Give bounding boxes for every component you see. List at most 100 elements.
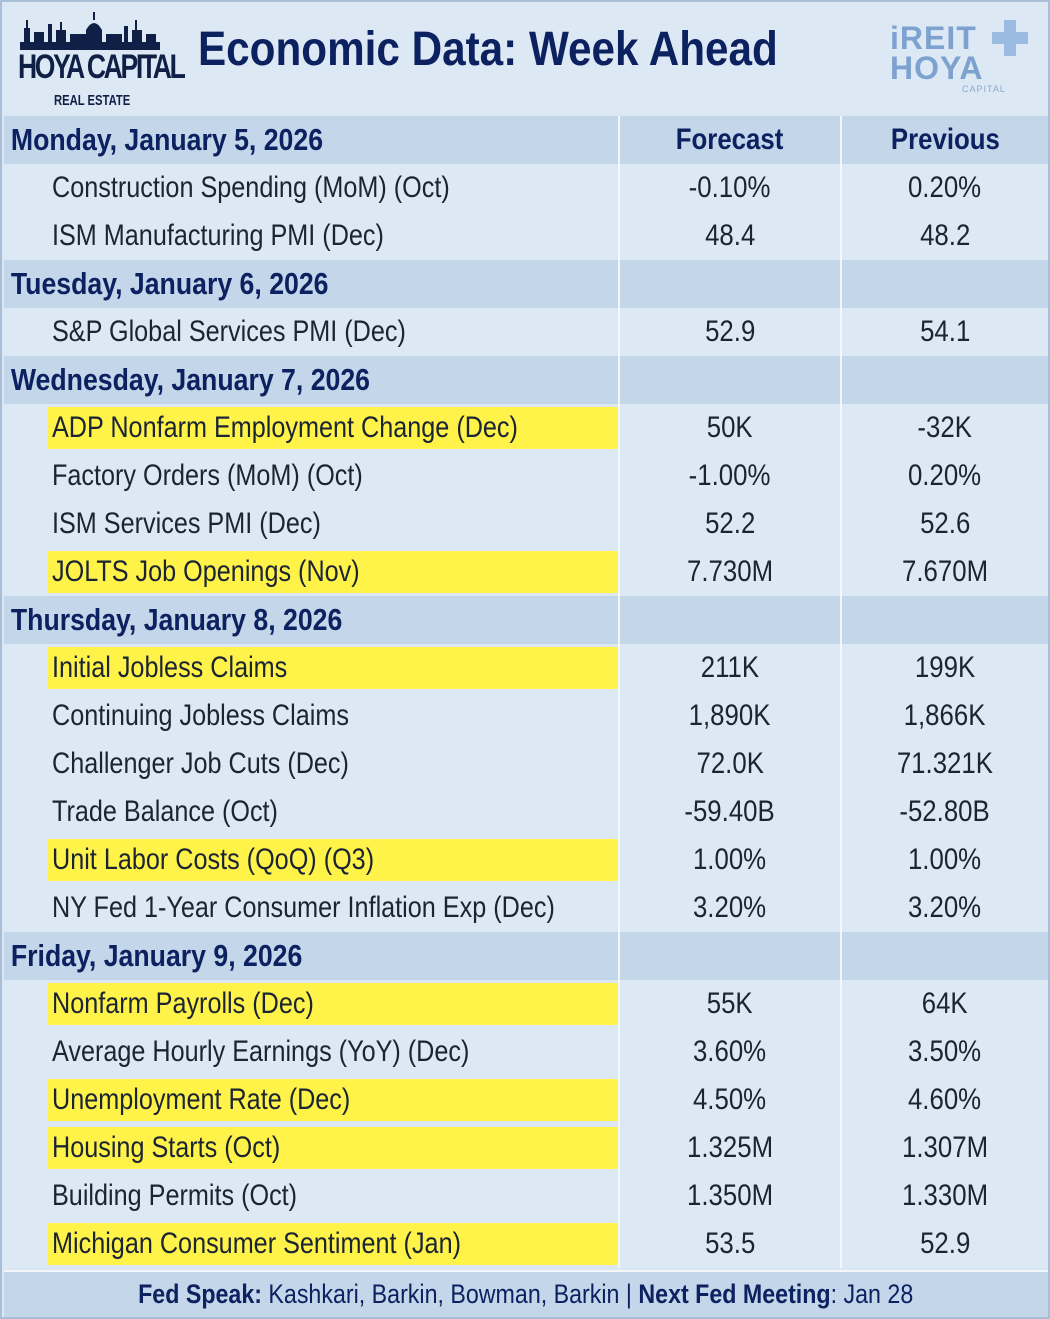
highlight-marker (48, 1079, 618, 1121)
previous-value: 54.1 (919, 315, 971, 348)
hoya-capital-logo: HOYA CAPITAL REAL ESTATE (14, 8, 186, 109)
table-row: Factory Orders (MoM) (Oct) -1.00% 0.20% (4, 452, 1048, 500)
previous-cell: 4.60% (842, 1076, 1048, 1124)
indicator-name: Initial Jobless Claims (52, 651, 288, 684)
previous-value: 3.50% (908, 1035, 982, 1068)
day-label: Friday, January 9, 2026 (10, 938, 303, 973)
indicator-cell: NY Fed 1-Year Consumer Inflation Exp (De… (4, 884, 618, 932)
previous-value: 0.20% (908, 459, 982, 492)
previous-cell: 3.20% (842, 884, 1048, 932)
forecast-cell: 1.350M (620, 1172, 840, 1220)
indicator-cell: Average Hourly Earnings (YoY) (Dec) (4, 1028, 618, 1076)
economic-data-table: Monday, January 5, 2026 Forecast Previous C… (4, 116, 1048, 1268)
previous-value: 1.00% (908, 843, 982, 876)
forecast-value: 4.50% (693, 1083, 767, 1116)
forecast-value: 1.00% (693, 843, 767, 876)
forecast-value: 53.5 (704, 1227, 756, 1260)
previous-cell: 52.6 (842, 500, 1048, 548)
previous-value: 4.60% (908, 1083, 982, 1116)
previous-value: -32K (917, 411, 973, 444)
indicator-name: NY Fed 1-Year Consumer Inflation Exp (De… (52, 891, 555, 924)
ireit-hoya-logo: iREIT HOYA CAPITAL (890, 20, 1030, 100)
forecast-cell: 1.00% (620, 836, 840, 884)
forecast-value: 211K (700, 651, 760, 684)
previous-cell: 0.20% (842, 452, 1048, 500)
table-row: Challenger Job Cuts (Dec) 72.0K 71.321K (4, 740, 1048, 788)
previous-column-header (842, 596, 1048, 644)
forecast-value: -59.40B (684, 795, 776, 828)
forecast-cell: 50K (620, 404, 840, 452)
previous-value: 52.9 (919, 1227, 971, 1260)
brand-left-subtext: REAL ESTATE (54, 92, 131, 109)
forecast-value: 1.350M (686, 1179, 774, 1212)
previous-cell: 199K (842, 644, 1048, 692)
brand-right-line1: iREIT (890, 20, 977, 56)
previous-value: 199K (914, 651, 976, 684)
day-label: Wednesday, January 7, 2026 (10, 362, 370, 397)
highlight-marker (48, 1223, 618, 1265)
previous-value: 48.2 (919, 219, 971, 252)
previous-cell: -32K (842, 404, 1048, 452)
table-row: Continuing Jobless Claims 1,890K 1,866K (4, 692, 1048, 740)
forecast-column-header (620, 932, 840, 980)
day-header-row: Thursday, January 8, 2026 (4, 596, 1048, 644)
forecast-column-header (620, 260, 840, 308)
indicator-name: Building Permits (Oct) (52, 1179, 298, 1212)
indicator-name: Housing Starts (Oct) (52, 1131, 281, 1164)
table-row: Housing Starts (Oct) 1.325M 1.307M (4, 1124, 1048, 1172)
forecast-cell: -0.10% (620, 164, 840, 212)
table-row: Building Permits (Oct) 1.350M 1.330M (4, 1172, 1048, 1220)
previous-value: 52.6 (919, 507, 971, 540)
previous-cell: 54.1 (842, 308, 1048, 356)
table-row: JOLTS Job Openings (Nov) 7.730M 7.670M (4, 548, 1048, 596)
indicator-name: ADP Nonfarm Employment Change (Dec) (52, 411, 518, 444)
previous-header-label: Previous (890, 123, 1000, 156)
previous-cell: 0.20% (842, 164, 1048, 212)
indicator-cell: Housing Starts (Oct) (4, 1124, 618, 1172)
forecast-value: -1.00% (689, 459, 771, 492)
forecast-column-header (620, 596, 840, 644)
indicator-cell: ISM Services PMI (Dec) (4, 500, 618, 548)
forecast-value: 3.20% (693, 891, 767, 924)
brand-right-subtext: CAPITAL (962, 84, 1006, 94)
day-header-row: Wednesday, January 7, 2026 (4, 356, 1048, 404)
forecast-cell: 4.50% (620, 1076, 840, 1124)
highlight-marker (48, 551, 618, 593)
indicator-cell: Factory Orders (MoM) (Oct) (4, 452, 618, 500)
forecast-value: -0.10% (689, 171, 771, 204)
forecast-cell: 3.20% (620, 884, 840, 932)
previous-cell: 1.307M (842, 1124, 1048, 1172)
indicator-cell: Construction Spending (MoM) (Oct) (4, 164, 618, 212)
forecast-cell: 1.325M (620, 1124, 840, 1172)
previous-column-header (842, 932, 1048, 980)
previous-value: -52.80B (899, 795, 991, 828)
previous-cell: 48.2 (842, 212, 1048, 260)
indicator-cell: JOLTS Job Openings (Nov) (4, 548, 618, 596)
highlight-marker (48, 647, 618, 689)
indicator-cell: ADP Nonfarm Employment Change (Dec) (4, 404, 618, 452)
indicator-name: ISM Manufacturing PMI (Dec) (52, 219, 384, 252)
indicator-name: Construction Spending (MoM) (Oct) (52, 171, 450, 204)
indicator-name: Michigan Consumer Sentiment (Jan) (52, 1227, 461, 1260)
fed-speak-label: Fed Speak: (138, 1279, 263, 1309)
previous-cell: 1.330M (842, 1172, 1048, 1220)
indicator-name: Continuing Jobless Claims (52, 699, 349, 732)
previous-cell: -52.80B (842, 788, 1048, 836)
previous-cell: 64K (842, 980, 1048, 1028)
forecast-value: 3.60% (693, 1035, 767, 1068)
indicator-cell: Initial Jobless Claims (4, 644, 618, 692)
indicator-name: Nonfarm Payrolls (Dec) (52, 987, 314, 1020)
next-meeting-label: Next Fed Meeting (638, 1279, 831, 1309)
table-row: Construction Spending (MoM) (Oct) -0.10% 0… (4, 164, 1048, 212)
day-label: Tuesday, January 6, 2026 (10, 266, 329, 301)
capitol-skyline-icon (20, 12, 160, 50)
forecast-value: 52.9 (704, 315, 756, 348)
table-row: ISM Services PMI (Dec) 52.2 52.6 (4, 500, 1048, 548)
table-row: NY Fed 1-Year Consumer Inflation Exp (De… (4, 884, 1048, 932)
indicator-cell: Nonfarm Payrolls (Dec) (4, 980, 618, 1028)
forecast-cell: 72.0K (620, 740, 840, 788)
indicator-cell: S&P Global Services PMI (Dec) (4, 308, 618, 356)
day-label: Monday, January 5, 2026 (10, 122, 324, 157)
forecast-cell: 52.9 (620, 308, 840, 356)
table-row: ADP Nonfarm Employment Change (Dec) 50K -3… (4, 404, 1048, 452)
